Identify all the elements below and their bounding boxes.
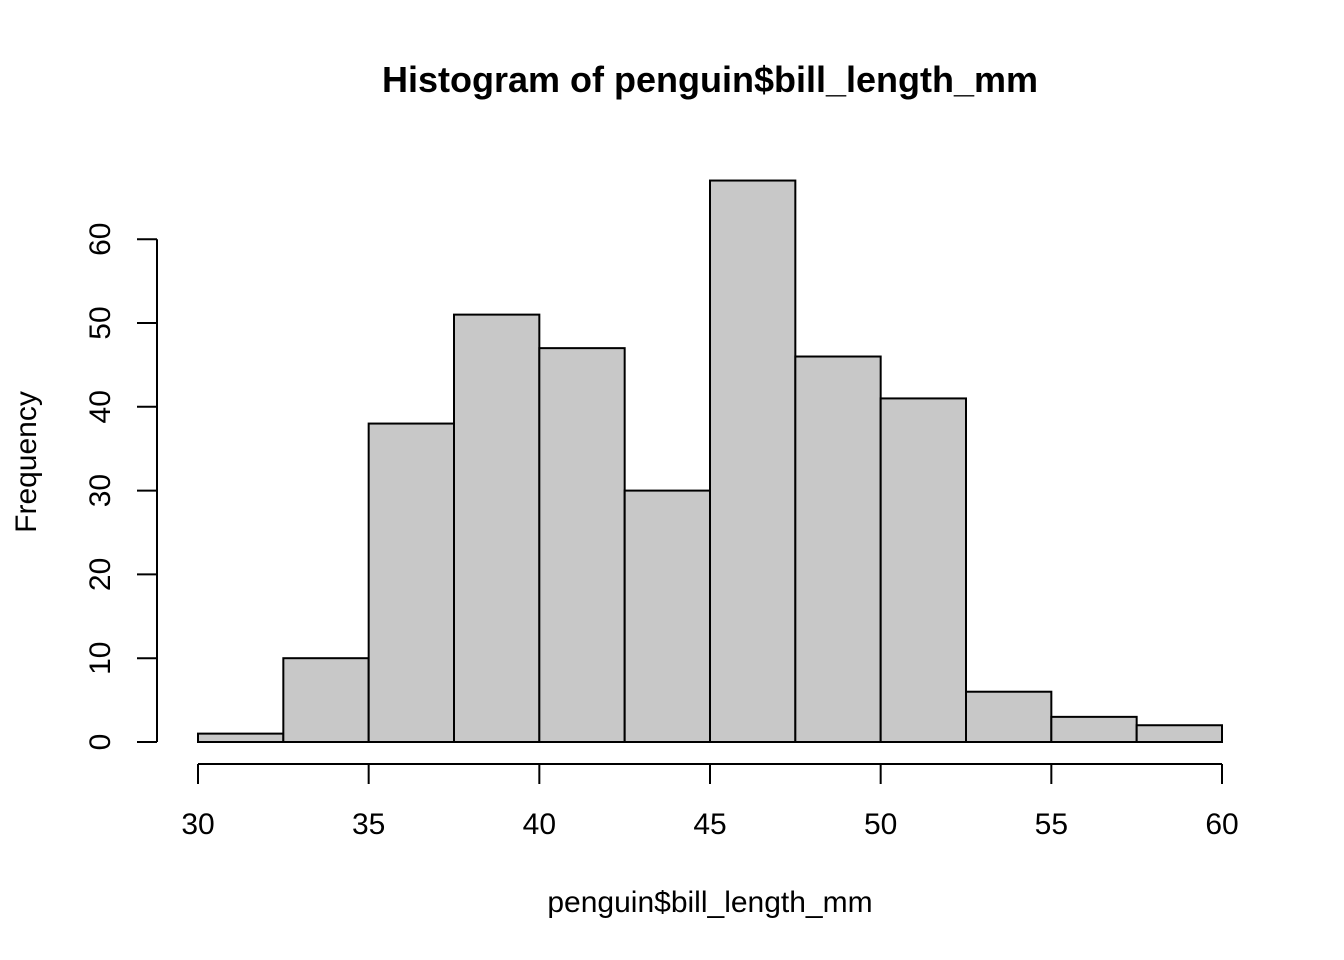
y-tick-label-10: 10 bbox=[84, 642, 117, 675]
y-axis: 0 10 20 30 40 50 60 bbox=[84, 223, 158, 751]
histogram-bar-7 bbox=[794, 355, 882, 743]
histogram-bar-9 bbox=[965, 690, 1053, 743]
histogram-bar-3 bbox=[453, 313, 541, 743]
x-tick-label-60: 60 bbox=[1205, 808, 1238, 841]
y-tick-label-30: 30 bbox=[84, 474, 117, 507]
histogram-bar-0 bbox=[197, 732, 285, 743]
x-tick-label-40: 40 bbox=[523, 808, 556, 841]
x-tick-label-35: 35 bbox=[352, 808, 385, 841]
bars-group bbox=[197, 179, 1223, 744]
y-tick-label-60: 60 bbox=[84, 223, 117, 256]
y-tick-label-40: 40 bbox=[84, 390, 117, 423]
histogram-bar-6 bbox=[709, 179, 797, 744]
x-axis: 30 35 40 45 50 55 60 bbox=[181, 763, 1239, 841]
histogram-bar-1 bbox=[282, 657, 370, 744]
histogram-bar-8 bbox=[879, 397, 968, 743]
x-tick-label-50: 50 bbox=[864, 808, 897, 841]
y-tick-label-50: 50 bbox=[84, 306, 117, 339]
histogram-bar-4 bbox=[538, 347, 626, 743]
y-axis-label: Frequency bbox=[10, 391, 43, 533]
histogram-bar-5 bbox=[623, 489, 712, 743]
histogram-bar-11 bbox=[1135, 724, 1223, 743]
x-tick-label-30: 30 bbox=[181, 808, 214, 841]
x-tick-label-45: 45 bbox=[693, 808, 726, 841]
y-tick-label-20: 20 bbox=[84, 558, 117, 591]
x-axis-label: penguin$bill_length_mm bbox=[547, 886, 872, 919]
y-tick-label-0: 0 bbox=[84, 734, 117, 751]
histogram-bar-10 bbox=[1050, 715, 1138, 743]
chart-title: Histogram of penguin$bill_length_mm bbox=[382, 59, 1038, 100]
histogram-bar-2 bbox=[367, 422, 455, 743]
x-tick-label-55: 55 bbox=[1035, 808, 1068, 841]
